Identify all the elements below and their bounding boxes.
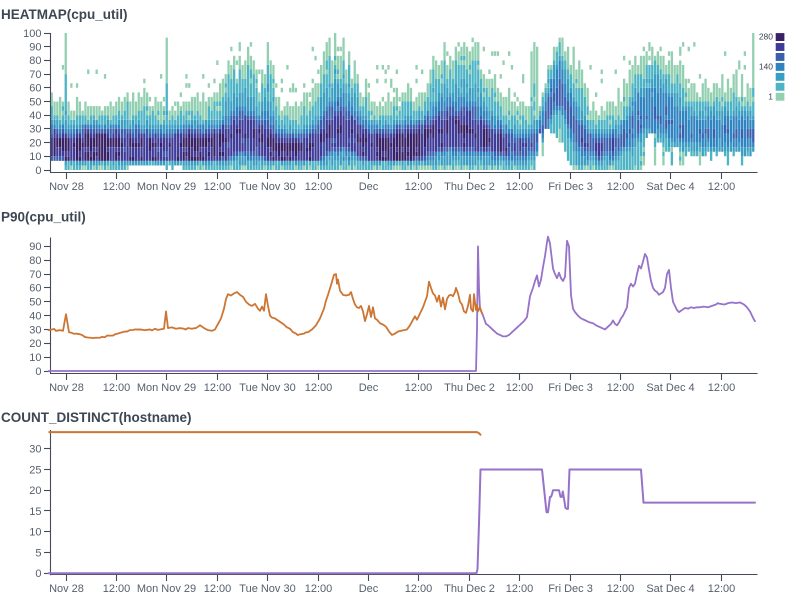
svg-text:100: 100 [23,28,41,40]
svg-text:25: 25 [29,464,41,476]
svg-text:12:00: 12:00 [607,583,635,595]
svg-text:50: 50 [29,297,41,309]
svg-text:12:00: 12:00 [405,181,433,193]
svg-text:20: 20 [29,137,41,149]
svg-text:12:00: 12:00 [607,382,635,394]
svg-text:Fri Dec 3: Fri Dec 3 [548,583,593,595]
svg-text:12:00: 12:00 [103,181,131,193]
svg-text:Sat Dec 4: Sat Dec 4 [646,583,694,595]
svg-text:Tue Nov 30: Tue Nov 30 [239,382,295,394]
svg-text:Fri Dec 3: Fri Dec 3 [548,181,593,193]
svg-text:10: 10 [29,151,41,163]
svg-text:Mon Nov 29: Mon Nov 29 [137,181,196,193]
svg-text:15: 15 [29,506,41,518]
svg-text:12:00: 12:00 [405,382,433,394]
svg-text:12:00: 12:00 [708,181,736,193]
svg-text:1: 1 [768,91,773,101]
svg-text:12:00: 12:00 [305,583,333,595]
svg-text:Sat Dec 4: Sat Dec 4 [646,181,694,193]
svg-text:HEATMAP(cpu_util): HEATMAP(cpu_util) [1,7,128,22]
svg-text:12:00: 12:00 [204,181,232,193]
svg-text:12:00: 12:00 [405,583,433,595]
svg-text:Dec: Dec [359,181,379,193]
svg-text:12:00: 12:00 [708,583,736,595]
svg-text:0: 0 [35,366,41,378]
svg-text:Nov 28: Nov 28 [49,181,84,193]
svg-text:40: 40 [29,110,41,122]
svg-text:Thu Dec 2: Thu Dec 2 [444,181,495,193]
svg-text:10: 10 [29,527,41,539]
svg-text:12:00: 12:00 [305,181,333,193]
svg-text:Tue Nov 30: Tue Nov 30 [239,181,295,193]
svg-text:80: 80 [29,255,41,267]
svg-text:140: 140 [759,62,773,72]
svg-text:12:00: 12:00 [204,382,232,394]
svg-text:12:00: 12:00 [305,382,333,394]
svg-text:0: 0 [35,165,41,177]
svg-text:40: 40 [29,310,41,322]
svg-text:Nov 28: Nov 28 [49,583,84,595]
svg-text:60: 60 [29,83,41,95]
svg-text:30: 30 [29,124,41,136]
svg-text:12:00: 12:00 [607,181,635,193]
svg-text:12:00: 12:00 [506,181,534,193]
svg-text:12:00: 12:00 [103,382,131,394]
svg-text:50: 50 [29,96,41,108]
svg-text:Sat Dec 4: Sat Dec 4 [646,382,694,394]
svg-text:Mon Nov 29: Mon Nov 29 [137,382,196,394]
svg-text:90: 90 [29,241,41,253]
svg-text:70: 70 [29,69,41,81]
svg-text:20: 20 [29,485,41,497]
svg-text:Mon Nov 29: Mon Nov 29 [137,583,196,595]
svg-text:12:00: 12:00 [103,583,131,595]
svg-text:12:00: 12:00 [204,583,232,595]
svg-text:P90(cpu_util): P90(cpu_util) [1,210,86,225]
svg-text:5: 5 [35,547,41,559]
svg-text:Thu Dec 2: Thu Dec 2 [444,382,495,394]
svg-text:280: 280 [759,32,773,42]
svg-text:Tue Nov 30: Tue Nov 30 [239,583,295,595]
svg-text:Dec: Dec [359,583,379,595]
svg-text:Fri Dec 3: Fri Dec 3 [548,382,593,394]
svg-text:Nov 28: Nov 28 [49,382,84,394]
svg-text:30: 30 [29,444,41,456]
svg-text:90: 90 [29,42,41,54]
svg-text:Thu Dec 2: Thu Dec 2 [444,583,495,595]
svg-text:Dec: Dec [359,382,379,394]
svg-text:60: 60 [29,283,41,295]
svg-text:12:00: 12:00 [506,583,534,595]
svg-text:70: 70 [29,269,41,281]
svg-text:12:00: 12:00 [708,382,736,394]
svg-text:80: 80 [29,55,41,67]
svg-text:20: 20 [29,338,41,350]
svg-text:10: 10 [29,352,41,364]
svg-text:COUNT_DISTINCT(hostname): COUNT_DISTINCT(hostname) [1,410,192,425]
svg-text:0: 0 [35,568,41,580]
svg-text:30: 30 [29,324,41,336]
svg-text:12:00: 12:00 [506,382,534,394]
